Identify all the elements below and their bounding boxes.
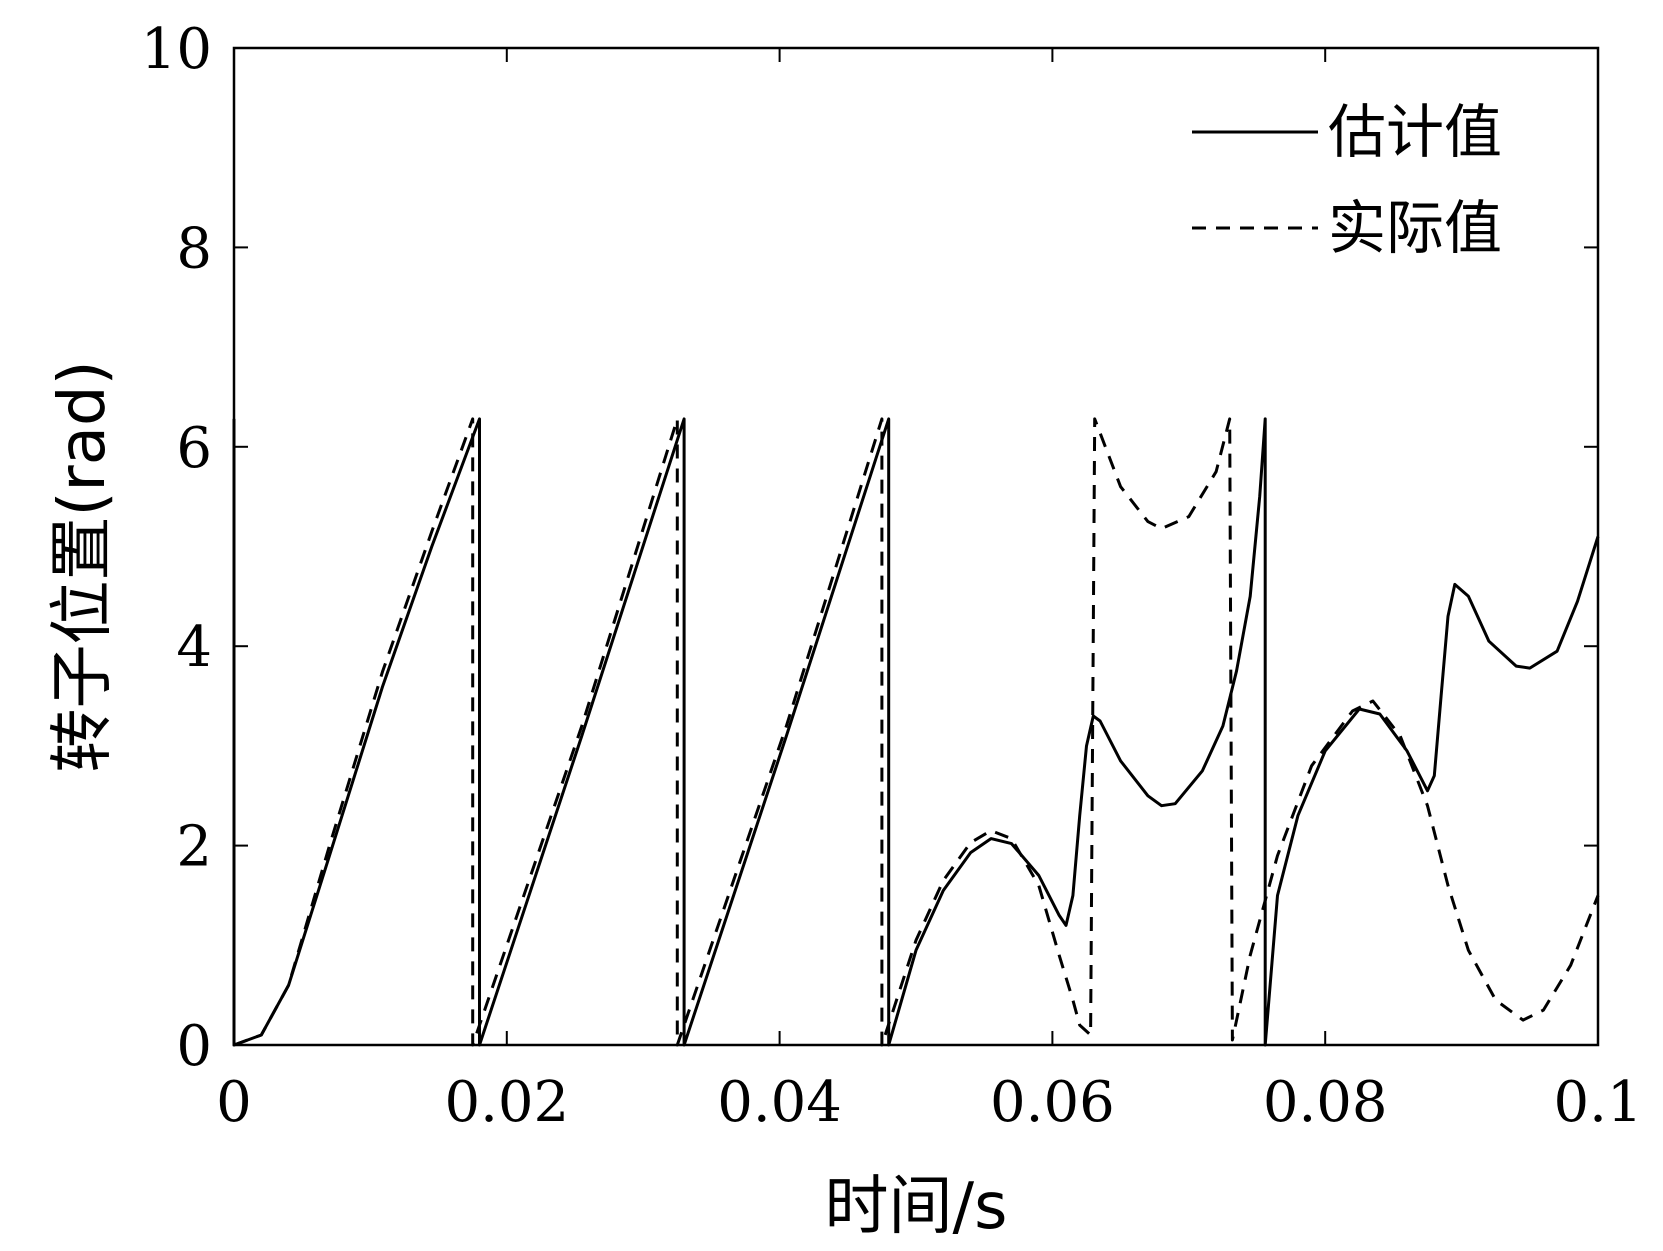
y-tick-label: 2 xyxy=(176,815,212,880)
y-tick-label: 8 xyxy=(176,216,212,281)
y-tick-label: 10 xyxy=(141,17,212,82)
x-tick-label: 0.04 xyxy=(717,1070,842,1135)
legend-label-actual: 实际值 xyxy=(1328,194,1502,262)
x-axis-label: 时间/s xyxy=(825,1170,1008,1244)
legend-label-estimated: 估计值 xyxy=(1328,98,1502,166)
y-tick-label: 0 xyxy=(176,1014,212,1079)
y-tick-label: 4 xyxy=(176,615,212,680)
plot-frame xyxy=(232,46,1600,1047)
x-axis-ticks: 0 0.02 0.04 0.06 0.08 0.1 xyxy=(216,48,1643,1135)
y-axis-ticks: 0 2 4 6 8 10 xyxy=(141,17,1598,1079)
legend: 估计值 实际值 xyxy=(1192,98,1502,262)
series-line-estimated xyxy=(232,417,1600,1047)
x-tick-label: 0.1 xyxy=(1553,1070,1642,1135)
x-tick-label: 0.08 xyxy=(1263,1070,1388,1135)
y-tick-label: 6 xyxy=(176,416,212,481)
series-line-actual xyxy=(233,417,1600,1047)
x-tick-label: 0.02 xyxy=(444,1070,569,1135)
plot-series-group xyxy=(232,417,1600,1047)
x-tick-label: 0.06 xyxy=(990,1070,1115,1135)
x-tick-label: 0 xyxy=(216,1070,252,1135)
y-axis-label: 转子位置(rad) xyxy=(46,360,120,772)
